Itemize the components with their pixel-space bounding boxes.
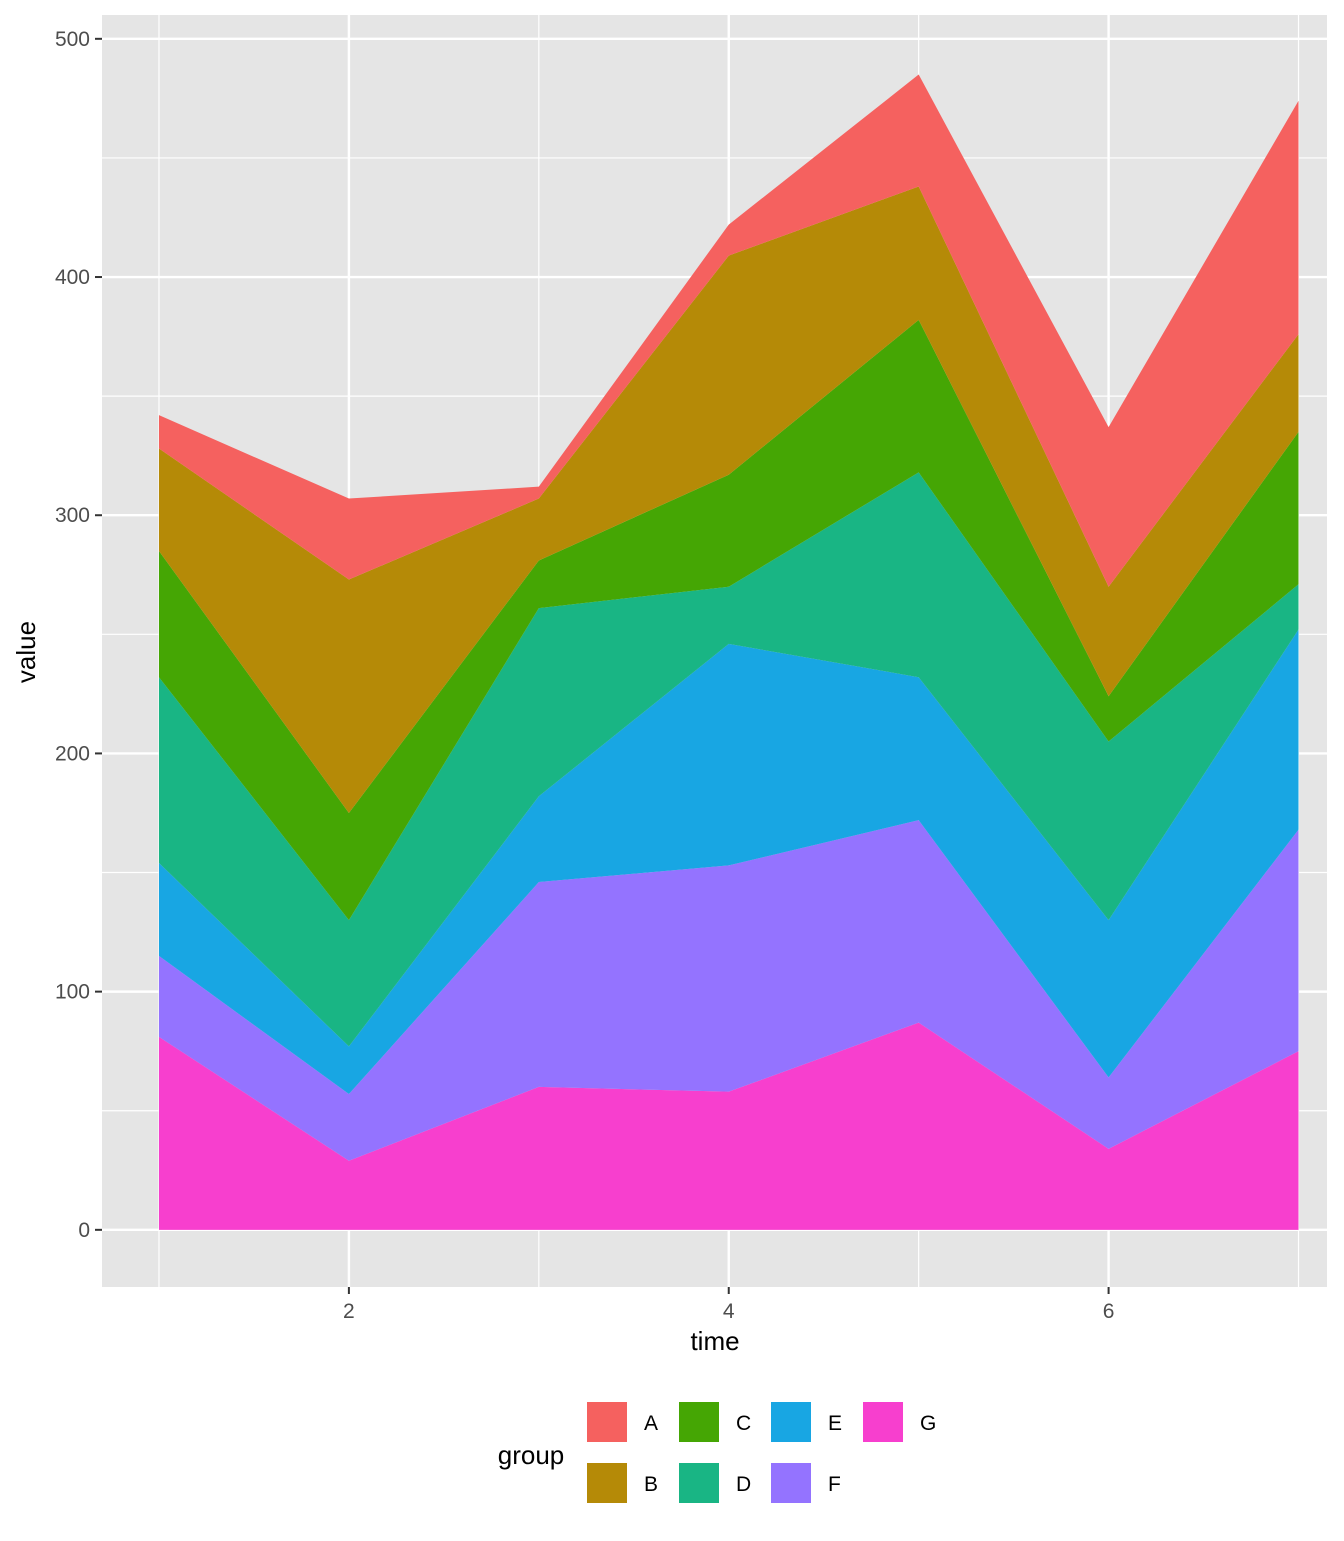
legend-key-f: [769, 1461, 813, 1505]
legend-label-g: G: [920, 1412, 936, 1435]
x-tick-label: 2: [343, 1300, 355, 1323]
legend-label-a: A: [644, 1412, 658, 1435]
legend-item-e: E: [769, 1400, 842, 1444]
legend-key-e: [769, 1400, 813, 1444]
legend-key-d: [677, 1461, 721, 1505]
legend-label-b: B: [644, 1473, 658, 1496]
legend-key-g: [861, 1400, 905, 1444]
y-axis: 0 100 200 300 400 500: [55, 28, 102, 1242]
legend-key-a: [585, 1400, 629, 1444]
y-tick-label: 300: [55, 504, 90, 527]
legend-key-b: [585, 1461, 629, 1505]
legend-label-f: F: [828, 1473, 841, 1496]
legend-item-b: B: [585, 1461, 658, 1505]
legend: group A B C D E F G: [498, 1400, 936, 1505]
legend-item-g: G: [861, 1400, 936, 1444]
area-series-f: [158, 820, 1299, 1161]
x-tick-label: 6: [1103, 1300, 1115, 1323]
area-series-d: [158, 472, 1299, 1047]
x-axis-title: time: [690, 1326, 739, 1356]
legend-item-c: C: [677, 1400, 751, 1444]
y-axis-title: value: [11, 621, 41, 683]
y-tick-label: 200: [55, 742, 90, 765]
x-tick-label: 4: [723, 1300, 735, 1323]
legend-label-e: E: [828, 1412, 842, 1435]
legend-label-d: D: [736, 1473, 751, 1496]
y-tick-label: 100: [55, 981, 90, 1004]
y-tick-label: 500: [55, 28, 90, 51]
y-tick-label: 400: [55, 266, 90, 289]
legend-key-c: [677, 1400, 721, 1444]
area-series-b: [158, 186, 1299, 813]
legend-title: group: [498, 1440, 565, 1470]
legend-item-f: F: [769, 1461, 841, 1505]
area-series-e: [158, 629, 1299, 1095]
x-axis: 2 4 6: [343, 1287, 1114, 1323]
legend-item-a: A: [585, 1400, 658, 1444]
y-tick-label: 0: [78, 1219, 90, 1242]
legend-label-c: C: [736, 1412, 751, 1435]
legend-item-d: D: [677, 1461, 751, 1505]
area-series-group: [158, 74, 1299, 1230]
area-series-g: [158, 1022, 1299, 1230]
